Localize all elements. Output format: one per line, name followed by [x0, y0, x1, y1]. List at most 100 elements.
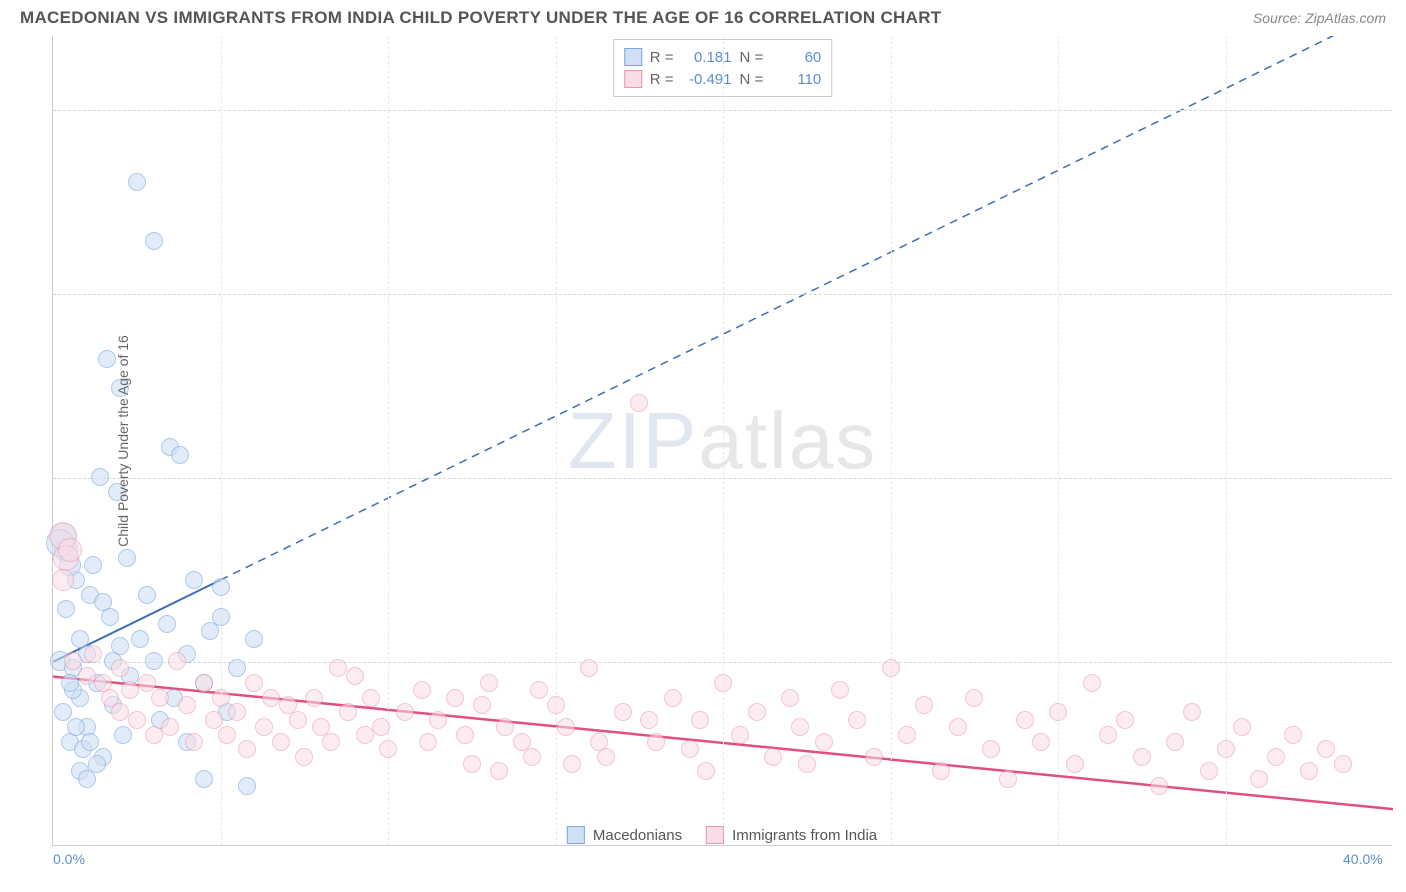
data-point	[131, 630, 149, 648]
data-point	[195, 770, 213, 788]
data-point	[547, 696, 565, 714]
data-point	[329, 659, 347, 677]
data-point	[84, 556, 102, 574]
corr-n-value: 110	[771, 71, 821, 88]
data-point	[262, 689, 280, 707]
watermark-atlas: atlas	[698, 396, 877, 485]
data-point	[98, 350, 116, 368]
data-point	[128, 173, 146, 191]
data-point	[1150, 777, 1168, 795]
data-point	[289, 711, 307, 729]
data-point	[114, 726, 132, 744]
legend-swatch	[706, 826, 724, 844]
y-tick-label: 12.5%	[1397, 654, 1406, 670]
data-point	[111, 703, 129, 721]
data-point	[218, 726, 236, 744]
chart-title: MACEDONIAN VS IMMIGRANTS FROM INDIA CHIL…	[20, 8, 941, 28]
data-point	[205, 711, 223, 729]
data-point	[372, 718, 390, 736]
data-point	[81, 733, 99, 751]
legend-item: Immigrants from India	[706, 826, 877, 844]
x-tick-label: 40.0%	[1343, 851, 1383, 867]
data-point	[57, 600, 75, 618]
data-point	[185, 733, 203, 751]
data-point	[815, 733, 833, 751]
data-point	[295, 748, 313, 766]
data-point	[523, 748, 541, 766]
plot-area: ZIPatlas R = 0.181 N = 60 R = -0.491 N =…	[52, 36, 1392, 846]
data-point	[118, 549, 136, 567]
data-point	[1166, 733, 1184, 751]
data-point	[865, 748, 883, 766]
legend-label: Immigrants from India	[732, 827, 877, 844]
data-point	[145, 232, 163, 250]
data-point	[681, 740, 699, 758]
data-point	[54, 703, 72, 721]
data-point	[88, 755, 106, 773]
data-point	[1300, 762, 1318, 780]
legend-swatch	[624, 48, 642, 66]
data-point	[982, 740, 1000, 758]
data-point	[932, 762, 950, 780]
data-point	[1049, 703, 1067, 721]
data-point	[245, 630, 263, 648]
data-point	[691, 711, 709, 729]
data-point	[882, 659, 900, 677]
data-point	[463, 755, 481, 773]
data-point	[228, 659, 246, 677]
data-point	[168, 652, 186, 670]
data-point	[429, 711, 447, 729]
corr-n-label: N =	[740, 71, 764, 88]
data-point	[490, 762, 508, 780]
data-point	[965, 689, 983, 707]
data-point	[1066, 755, 1084, 773]
data-point	[305, 689, 323, 707]
data-point	[212, 578, 230, 596]
data-point	[52, 569, 74, 591]
data-point	[614, 703, 632, 721]
data-point	[212, 689, 230, 707]
data-point	[1099, 726, 1117, 744]
data-point	[362, 689, 380, 707]
data-point	[1317, 740, 1335, 758]
data-point	[731, 726, 749, 744]
legend-swatch	[567, 826, 585, 844]
data-point	[228, 703, 246, 721]
data-point	[238, 740, 256, 758]
corr-n-value: 60	[771, 49, 821, 66]
data-point	[419, 733, 437, 751]
data-point	[999, 770, 1017, 788]
data-point	[67, 718, 85, 736]
data-point	[530, 681, 548, 699]
data-point	[396, 703, 414, 721]
data-point	[1267, 748, 1285, 766]
title-bar: MACEDONIAN VS IMMIGRANTS FROM INDIA CHIL…	[0, 0, 1406, 36]
data-point	[1083, 674, 1101, 692]
gridline-v	[1058, 36, 1059, 845]
y-axis-label: Child Poverty Under the Age of 16	[115, 335, 131, 547]
data-point	[597, 748, 615, 766]
data-point	[195, 674, 213, 692]
data-point	[138, 586, 156, 604]
data-point	[212, 608, 230, 626]
data-point	[339, 703, 357, 721]
data-point	[1200, 762, 1218, 780]
data-point	[185, 571, 203, 589]
data-point	[915, 696, 933, 714]
data-point	[714, 674, 732, 692]
source-attribution: Source: ZipAtlas.com	[1253, 10, 1386, 26]
data-point	[640, 711, 658, 729]
data-point	[496, 718, 514, 736]
y-tick-label: 37.5%	[1397, 286, 1406, 302]
data-point	[245, 674, 263, 692]
data-point	[764, 748, 782, 766]
data-point	[456, 726, 474, 744]
data-point	[664, 689, 682, 707]
corr-r-value: -0.491	[682, 71, 732, 88]
data-point	[446, 689, 464, 707]
data-point	[647, 733, 665, 751]
corr-r-value: 0.181	[682, 49, 732, 66]
data-point	[94, 593, 112, 611]
data-point	[238, 777, 256, 795]
data-point	[151, 689, 169, 707]
